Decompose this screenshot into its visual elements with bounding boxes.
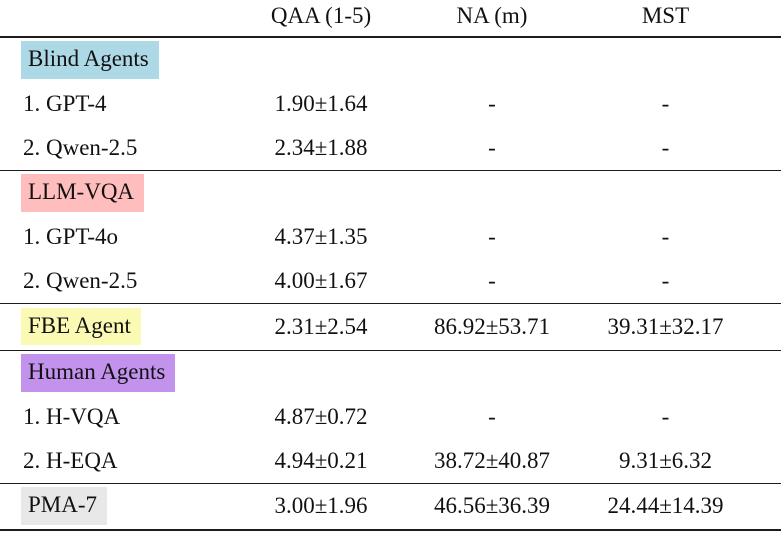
table-row: 1. GPT-4o 4.37±1.35 - - — [0, 215, 781, 259]
section-header-row: Human Agents — [0, 350, 781, 395]
mst-value-cell: 9.31±6.32 — [618, 447, 713, 473]
table-row: 2. H-EQA 4.94±0.21 38.72±40.87 9.31±6.32 — [0, 439, 781, 483]
mst-value-cell: - — [661, 134, 670, 160]
row-label-cell: 1. GPT-4o — [23, 224, 118, 249]
row-label-cell: 2. Qwen-2.5 — [23, 134, 138, 160]
table-row: 1. GPT-4 1.90±1.64 - - — [0, 82, 781, 126]
header-row: QAA (1-5) NA (m) MST — [0, 0, 781, 37]
table-row: FBE Agent 2.31±2.54 86.92±53.71 39.31±32.17 — [0, 303, 781, 350]
mst-value-cell: 24.44±14.39 — [607, 493, 724, 519]
na-value-cell: - — [488, 224, 496, 249]
mst-value-cell: - — [661, 267, 670, 293]
section-highlight: Blind Agents — [21, 41, 159, 79]
na-value-cell: - — [488, 91, 496, 116]
table-header: QAA (1-5) NA (m) MST — [0, 0, 781, 37]
qaa-value-cell: 2.31±2.54 — [274, 313, 368, 339]
row-label-cell: FBE Agent — [0, 303, 248, 350]
section-label-cell: Human Agents — [0, 350, 781, 395]
section-label-cell: LLM-VQA — [0, 170, 781, 215]
section-label-cell: Blind Agents — [0, 37, 781, 82]
na-value-cell: - — [488, 134, 496, 160]
na-value-cell: 86.92±53.71 — [433, 313, 551, 339]
na-value-cell: - — [488, 404, 496, 429]
section-highlight: Human Agents — [21, 353, 176, 392]
row-label-cell: 1. H-VQA — [23, 404, 121, 429]
mst-value-cell: - — [661, 224, 670, 249]
table-row: 2. Qwen-2.5 2.34±1.88 - - — [0, 126, 781, 170]
na-value-cell: 38.72±40.87 — [433, 447, 551, 473]
row-label-cell: 2. H-EQA — [23, 447, 118, 473]
qaa-value-cell: 4.00±1.67 — [274, 267, 368, 293]
table-row: 1. H-VQA 4.87±0.72 - - — [0, 395, 781, 439]
qaa-value-cell: 4.87±0.72 — [274, 404, 368, 429]
mst-value-cell: 39.31±32.17 — [607, 313, 724, 339]
table-row: 2. Qwen-2.5 4.00±1.67 - - — [0, 259, 781, 303]
mst-value-cell: - — [661, 91, 670, 116]
qaa-value-cell: 3.00±1.96 — [274, 493, 368, 519]
table-row: PMA-7 3.00±1.96 46.56±36.39 24.44±14.39 — [0, 483, 781, 530]
section-header-row: LLM-VQA — [0, 170, 781, 215]
column-header-mst: MST — [641, 3, 690, 28]
section-highlight: LLM-VQA — [21, 173, 145, 212]
results-table: QAA (1-5) NA (m) MST Blind Agents 1. GPT-… — [0, 0, 781, 530]
column-header-qaa: QAA (1-5) — [270, 3, 372, 28]
table-body: Blind Agents 1. GPT-4 1.90±1.64- -2. Qwen-2… — [0, 37, 781, 530]
section-header-row: Blind Agents — [0, 37, 781, 82]
row-label-highlight: PMA-7 — [21, 487, 108, 526]
qaa-value-cell: 4.37±1.35 — [274, 224, 368, 249]
qaa-value-cell: 4.94±0.21 — [274, 447, 368, 473]
na-value-cell: 46.56±36.39 — [433, 493, 551, 519]
column-header-na: NA (m) — [456, 3, 528, 28]
qaa-value-cell: 2.34±1.88 — [274, 134, 368, 160]
na-value-cell: - — [488, 267, 496, 293]
mst-value-cell: - — [661, 404, 670, 429]
qaa-value-cell: 1.90±1.64 — [274, 91, 368, 116]
row-label-cell: PMA-7 — [0, 483, 248, 530]
row-label-cell: 2. Qwen-2.5 — [23, 267, 138, 293]
row-label-highlight: FBE Agent — [21, 307, 141, 346]
row-label-cell: 1. GPT-4 — [23, 91, 107, 116]
column-header-empty — [0, 0, 248, 37]
